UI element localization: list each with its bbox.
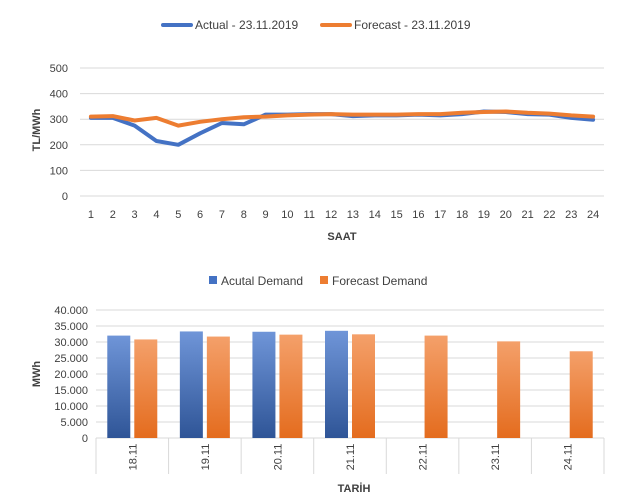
line-chart-x-tick-label: 16 [412, 209, 424, 221]
line-chart-x-tick-label: 22 [543, 209, 555, 221]
line-chart-x-tick-label: 15 [390, 209, 402, 221]
line-chart-x-tick-label: 24 [587, 209, 599, 221]
line-chart-x-tick-label: 11 [304, 209, 315, 221]
line-chart-series-forecast [88, 109, 596, 128]
line-chart-x-tick-label: 1 [88, 209, 94, 221]
bar-chart: Acutal Demand Forecast Demand 0 5.000 10.00… [31, 274, 605, 495]
bar-chart-x-tick-label: 19.11 [200, 444, 212, 471]
line-chart-x-tick-label: 19 [478, 209, 490, 221]
line-chart-x-tick-label: 9 [263, 209, 269, 221]
legend-label-forecast-demand: Forecast Demand [332, 274, 427, 288]
bar-chart-y-tick-label: 15.000 [54, 385, 88, 397]
line-chart-y-tick-label: 400 [50, 89, 68, 101]
bar-chart-y-tick-label: 10.000 [54, 401, 88, 413]
bar-forecast-demand [352, 334, 375, 438]
bar-chart-y-tick-label: 5.000 [60, 417, 88, 429]
line-chart-y-tick-label: 200 [50, 140, 68, 152]
line-chart-x-tick-label: 3 [132, 209, 138, 221]
legend-label-actual: Actual - 23.11.2019 [195, 18, 299, 32]
line-chart-x-tick-label: 12 [325, 209, 337, 221]
legend-label-actual-demand: Acutal Demand [221, 274, 303, 288]
line-chart-x-tick-label: 17 [434, 209, 446, 221]
bar-chart-x-tick-label: 23.11 [490, 444, 502, 471]
line-chart-y-axis-title: TL/MWh [31, 108, 43, 151]
line-chart: Actual - 23.11.2019 Forecast - 23.11.2019… [31, 18, 604, 243]
line-chart-x-axis: 1 2 3 4 5 6 7 8 9 10 11 12 13 14 15 16 17 18 19 20 21 22 23 24 [88, 209, 599, 221]
bar-chart-x-axis-title: TARİH [338, 482, 371, 495]
line-chart-x-tick-label: 5 [175, 209, 181, 221]
line-chart-x-axis-title: SAAT [327, 231, 356, 243]
line-chart-y-tick-label: 300 [50, 114, 68, 126]
bar-actual-demand [252, 331, 276, 438]
line-chart-x-tick-label: 23 [565, 209, 577, 221]
line-chart-x-tick-label: 13 [347, 209, 359, 221]
line-chart-series-actual [88, 109, 596, 147]
bar-forecast-demand [279, 334, 303, 438]
bar-actual-demand [107, 335, 131, 438]
bar-chart-y-tick-label: 40.000 [54, 305, 88, 317]
bar-chart-y-tick-label: 35.000 [54, 321, 88, 333]
bar-actual-demand [179, 331, 203, 438]
legend-swatch-actual-demand [209, 276, 217, 284]
bar-chart-y-tick-label: 20.000 [54, 369, 88, 381]
bar-chart-x-tick-label: 18.11 [127, 444, 139, 471]
line-chart-series [88, 109, 596, 147]
bar-chart-y-axis-title: MWh [31, 361, 43, 388]
bar-chart-legend: Acutal Demand Forecast Demand [209, 274, 427, 288]
line-chart-gridlines [80, 67, 604, 197]
line-chart-legend: Actual - 23.11.2019 Forecast - 23.11.2019 [161, 18, 471, 32]
legend-label-forecast: Forecast - 23.11.2019 [354, 18, 471, 32]
line-chart-y-tick-label: 0 [62, 191, 68, 203]
line-chart-x-tick-label: 7 [219, 209, 225, 221]
bar-chart-x-tick-label: 21.11 [345, 444, 357, 471]
bar-chart-x-axis: 18.11 19.11 20.11 21.11 22.11 23.11 24.11 [95, 438, 605, 474]
line-chart-x-tick-label: 4 [153, 209, 159, 221]
bar-chart-y-tick-label: 25.000 [54, 353, 88, 365]
line-chart-y-tick-label: 100 [50, 165, 68, 177]
bar-forecast-demand [424, 335, 448, 438]
line-chart-y-tick-label: 500 [50, 63, 68, 75]
bar-forecast-demand [134, 339, 158, 438]
line-chart-x-tick-label: 10 [281, 209, 293, 221]
legend-swatch-forecast-demand [320, 276, 328, 284]
line-chart-x-tick-label: 20 [500, 209, 512, 221]
line-chart-y-axis: 0 100 200 300 400 500 [50, 63, 68, 203]
bar-chart-y-tick-label: 30.000 [54, 337, 88, 349]
line-chart-x-tick-label: 6 [197, 209, 203, 221]
bar-actual-demand [325, 330, 348, 438]
bar-forecast-demand [497, 341, 521, 438]
bar-chart-x-tick-label: 20.11 [272, 444, 284, 471]
bar-forecast-demand [569, 351, 593, 438]
bar-chart-y-tick-label: 0 [82, 433, 88, 445]
line-chart-x-tick-label: 8 [241, 209, 247, 221]
bar-chart-x-tick-label: 24.11 [563, 444, 575, 471]
bar-chart-y-axis: 0 5.000 10.000 15.000 20.000 25.000 30.000 35.0… [54, 305, 88, 445]
line-chart-x-tick-label: 2 [110, 209, 116, 221]
bar-forecast-demand [206, 336, 230, 438]
line-chart-x-tick-label: 14 [369, 209, 381, 221]
bar-chart-bars [107, 330, 593, 438]
bar-chart-x-tick-label: 22.11 [418, 444, 430, 471]
bar-chart-gridlines [96, 309, 604, 439]
line-chart-x-tick-label: 21 [521, 209, 533, 221]
line-chart-x-tick-label: 18 [456, 209, 468, 221]
